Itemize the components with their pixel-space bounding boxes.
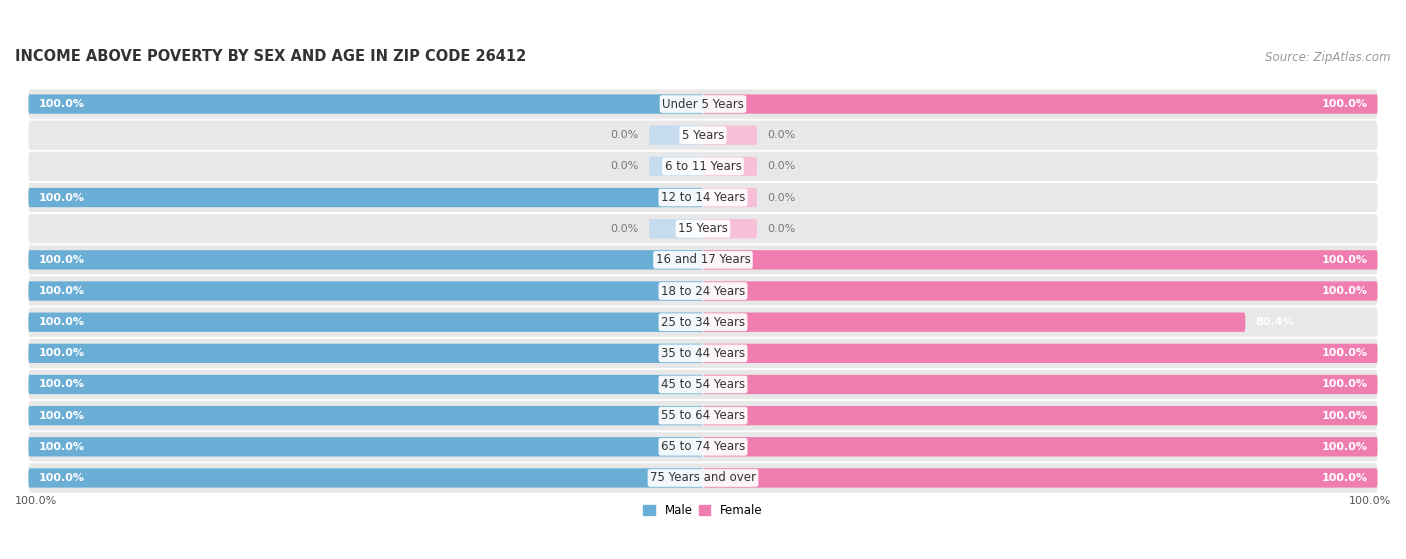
Text: 100.0%: 100.0% [15, 496, 58, 506]
FancyBboxPatch shape [650, 219, 703, 238]
Text: 18 to 24 Years: 18 to 24 Years [661, 285, 745, 297]
Text: 100.0%: 100.0% [1348, 496, 1391, 506]
FancyBboxPatch shape [703, 188, 756, 207]
Text: 100.0%: 100.0% [1322, 380, 1368, 390]
Text: 12 to 14 Years: 12 to 14 Years [661, 191, 745, 204]
Text: 100.0%: 100.0% [1322, 442, 1368, 452]
Text: 100.0%: 100.0% [38, 317, 84, 327]
FancyBboxPatch shape [28, 121, 1378, 150]
Text: 0.0%: 0.0% [768, 130, 796, 140]
FancyBboxPatch shape [28, 94, 703, 113]
Text: 100.0%: 100.0% [1322, 99, 1368, 109]
FancyBboxPatch shape [28, 89, 1378, 119]
FancyBboxPatch shape [28, 437, 703, 457]
FancyBboxPatch shape [28, 370, 1378, 399]
Text: 100.0%: 100.0% [1322, 348, 1368, 358]
FancyBboxPatch shape [28, 281, 703, 301]
FancyBboxPatch shape [28, 188, 703, 207]
FancyBboxPatch shape [703, 468, 1378, 487]
Text: 100.0%: 100.0% [1322, 473, 1368, 483]
FancyBboxPatch shape [703, 94, 1378, 113]
Text: 0.0%: 0.0% [768, 224, 796, 234]
FancyBboxPatch shape [28, 245, 1378, 274]
FancyBboxPatch shape [703, 406, 1378, 425]
FancyBboxPatch shape [28, 250, 703, 269]
FancyBboxPatch shape [28, 276, 1378, 306]
FancyBboxPatch shape [28, 307, 1378, 337]
Text: 16 and 17 Years: 16 and 17 Years [655, 253, 751, 266]
Text: 100.0%: 100.0% [38, 442, 84, 452]
FancyBboxPatch shape [703, 126, 756, 145]
FancyBboxPatch shape [703, 250, 1378, 269]
FancyBboxPatch shape [28, 183, 1378, 212]
FancyBboxPatch shape [703, 219, 756, 238]
Text: 100.0%: 100.0% [38, 255, 84, 265]
Text: 100.0%: 100.0% [38, 473, 84, 483]
FancyBboxPatch shape [650, 126, 703, 145]
FancyBboxPatch shape [28, 339, 1378, 368]
Text: 100.0%: 100.0% [1322, 255, 1368, 265]
FancyBboxPatch shape [28, 214, 1378, 243]
FancyBboxPatch shape [28, 344, 703, 363]
Text: 25 to 34 Years: 25 to 34 Years [661, 316, 745, 329]
Legend: Male, Female: Male, Female [638, 499, 768, 522]
Text: 75 Years and over: 75 Years and over [650, 471, 756, 485]
FancyBboxPatch shape [650, 157, 703, 176]
Text: 100.0%: 100.0% [38, 99, 84, 109]
Text: 0.0%: 0.0% [768, 162, 796, 172]
FancyBboxPatch shape [703, 437, 1378, 457]
Text: 45 to 54 Years: 45 to 54 Years [661, 378, 745, 391]
Text: 100.0%: 100.0% [38, 286, 84, 296]
Text: 0.0%: 0.0% [610, 130, 638, 140]
FancyBboxPatch shape [28, 468, 703, 487]
FancyBboxPatch shape [28, 406, 703, 425]
Text: 15 Years: 15 Years [678, 222, 728, 235]
FancyBboxPatch shape [28, 375, 703, 394]
Text: Source: ZipAtlas.com: Source: ZipAtlas.com [1265, 50, 1391, 64]
FancyBboxPatch shape [703, 312, 1246, 332]
Text: 0.0%: 0.0% [768, 192, 796, 202]
Text: INCOME ABOVE POVERTY BY SEX AND AGE IN ZIP CODE 26412: INCOME ABOVE POVERTY BY SEX AND AGE IN Z… [15, 49, 526, 64]
FancyBboxPatch shape [703, 375, 1378, 394]
Text: Under 5 Years: Under 5 Years [662, 98, 744, 111]
Text: 5 Years: 5 Years [682, 129, 724, 142]
FancyBboxPatch shape [28, 463, 1378, 492]
Text: 100.0%: 100.0% [38, 411, 84, 421]
FancyBboxPatch shape [703, 281, 1378, 301]
FancyBboxPatch shape [28, 151, 1378, 181]
Text: 35 to 44 Years: 35 to 44 Years [661, 347, 745, 360]
FancyBboxPatch shape [28, 312, 703, 332]
FancyBboxPatch shape [703, 344, 1378, 363]
Text: 0.0%: 0.0% [610, 224, 638, 234]
Text: 0.0%: 0.0% [610, 162, 638, 172]
Text: 100.0%: 100.0% [1322, 286, 1368, 296]
Text: 100.0%: 100.0% [1322, 411, 1368, 421]
Text: 80.4%: 80.4% [1256, 317, 1294, 327]
Text: 55 to 64 Years: 55 to 64 Years [661, 409, 745, 422]
Text: 100.0%: 100.0% [38, 192, 84, 202]
FancyBboxPatch shape [703, 157, 756, 176]
Text: 6 to 11 Years: 6 to 11 Years [665, 160, 741, 173]
Text: 100.0%: 100.0% [38, 348, 84, 358]
Text: 100.0%: 100.0% [38, 380, 84, 390]
FancyBboxPatch shape [28, 432, 1378, 462]
Text: 65 to 74 Years: 65 to 74 Years [661, 440, 745, 453]
FancyBboxPatch shape [28, 401, 1378, 430]
